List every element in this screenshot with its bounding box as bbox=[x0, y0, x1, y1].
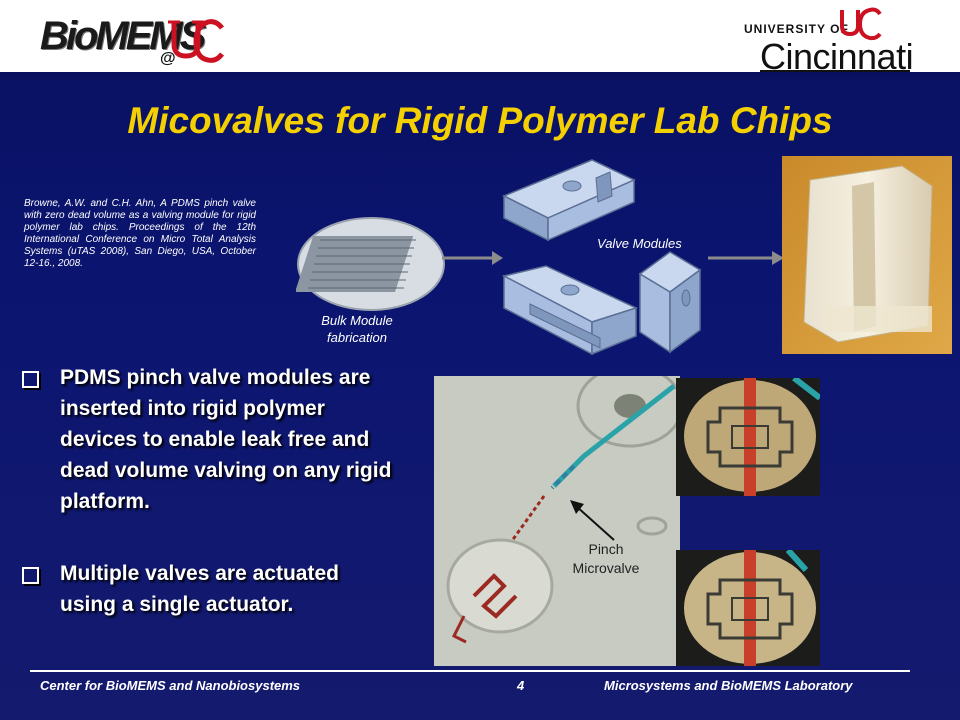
pinch-microvalve-label: Pinch Microvalve bbox=[572, 541, 640, 576]
bulk-module-wafer-image bbox=[296, 217, 445, 311]
valve-closeup-photo bbox=[676, 378, 820, 496]
header-band bbox=[0, 0, 960, 78]
uc-logo-icon bbox=[840, 7, 882, 41]
footer-right-text: Microsystems and BioMEMS Laboratory bbox=[604, 678, 853, 693]
polymer-chip-photo bbox=[782, 156, 952, 354]
citation-text: Browne, A.W. and C.H. Ahn, A PDMS pinch … bbox=[24, 198, 256, 269]
university-underline bbox=[760, 70, 910, 72]
arrow-right-icon bbox=[442, 251, 503, 265]
footer-divider bbox=[30, 670, 910, 672]
footer-left-text: Center for BioMEMS and Nanobiosystems bbox=[40, 678, 301, 693]
bullet-text: PDMS pinch valve modules are inserted in… bbox=[60, 366, 392, 513]
checkbox-bullet-icon bbox=[22, 567, 39, 584]
valve-module-image bbox=[638, 251, 702, 354]
valve-module-image bbox=[502, 159, 636, 242]
slide-title: Micovalves for Rigid Polymer Lab Chips bbox=[127, 100, 833, 141]
arrow-right-icon bbox=[708, 251, 784, 265]
valve-modules-label: Valve Modules bbox=[597, 236, 682, 251]
at-sign: @ bbox=[160, 50, 176, 67]
valve-closeup-photo bbox=[676, 550, 820, 666]
bullet-item: PDMS pinch valve modules are inserted in… bbox=[18, 362, 398, 517]
checkbox-bullet-icon bbox=[22, 371, 39, 388]
device-photo bbox=[434, 376, 680, 666]
bulk-module-label: Bulk Module fabrication bbox=[321, 313, 393, 345]
bullet-item: Multiple valves are actuated using a sin… bbox=[18, 558, 398, 620]
university-of-label: UNIVERSITY OF bbox=[744, 22, 849, 36]
page-number: 4 bbox=[517, 678, 525, 693]
bullet-text: Multiple valves are actuated using a sin… bbox=[60, 562, 339, 616]
uc-logo-icon bbox=[168, 19, 224, 63]
valve-module-image bbox=[501, 265, 639, 356]
header-divider bbox=[0, 72, 960, 78]
